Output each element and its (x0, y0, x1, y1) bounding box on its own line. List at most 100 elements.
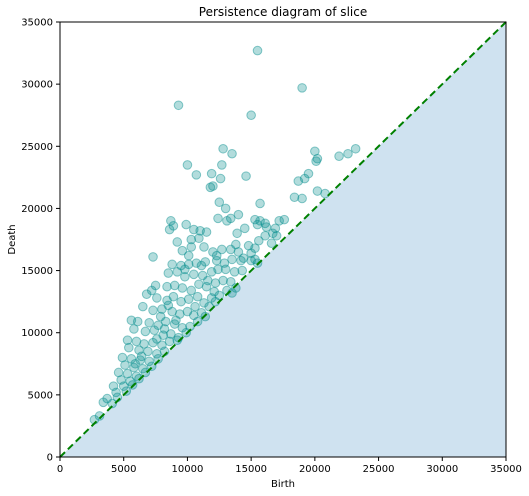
data-point-180 (238, 253, 249, 263)
data-point-192 (231, 239, 241, 250)
data-point-87 (229, 267, 240, 277)
data-point-69 (176, 260, 186, 271)
data-point-45 (201, 227, 212, 237)
data-point-116 (167, 306, 177, 317)
data-point-150 (152, 349, 162, 359)
data-point-168 (108, 381, 119, 391)
y-axis-ticks: 0 5000 10000 15000 20000 25000 30000 35000 (21, 18, 60, 464)
data-point-66 (246, 248, 256, 258)
chart-title: Persistence diagram of slice (199, 5, 367, 19)
data-point-189 (152, 334, 162, 344)
data-point-89 (150, 280, 161, 291)
data-point-184 (203, 275, 213, 286)
data-point-105 (176, 296, 186, 307)
data-point-49 (232, 228, 242, 239)
data-point-56 (177, 245, 188, 256)
data-point-197 (155, 311, 166, 322)
x-tick-label: 10000 (172, 464, 204, 475)
data-point-140 (122, 335, 133, 345)
data-point-137 (166, 329, 176, 339)
data-point-70 (183, 259, 194, 270)
data-point-126 (153, 320, 163, 331)
y-tick-label: 15000 (21, 266, 53, 277)
data-point-171 (111, 387, 121, 398)
data-point-85 (213, 264, 223, 275)
data-point-119 (189, 310, 199, 321)
data-point-104 (168, 291, 179, 302)
data-point-193 (250, 254, 260, 265)
data-point-47 (172, 237, 183, 247)
data-point-26 (220, 203, 231, 214)
data-point-155 (144, 356, 154, 367)
data-point-44 (195, 226, 205, 236)
data-point-136 (158, 330, 169, 341)
data-point-157 (120, 360, 130, 370)
data-point-63 (243, 240, 254, 251)
data-point-2 (173, 100, 184, 111)
data-point-178 (94, 411, 105, 421)
y-tick-label: 30000 (21, 80, 53, 91)
data-point-185 (209, 286, 219, 297)
data-point-179 (211, 250, 222, 261)
data-point-99 (225, 276, 236, 287)
data-point-67 (266, 238, 277, 249)
data-point-32 (225, 213, 236, 224)
data-point-141 (131, 336, 142, 347)
data-point-76 (236, 255, 246, 266)
data-point-5 (227, 148, 237, 159)
data-point-95 (194, 279, 204, 290)
data-point-145 (164, 336, 175, 347)
data-point-59 (208, 247, 218, 257)
data-point-97 (210, 278, 221, 288)
data-point-9 (182, 160, 193, 170)
data-point-8 (343, 148, 353, 159)
diagonal-line (59, 21, 507, 458)
data-point-108 (199, 298, 209, 308)
data-point-194 (270, 223, 281, 234)
data-point-19 (303, 168, 314, 179)
data-point-144 (157, 340, 167, 350)
data-point-17 (241, 171, 251, 181)
data-point-81 (180, 271, 190, 282)
data-point-158 (129, 362, 139, 373)
data-point-109 (206, 293, 217, 303)
data-point-142 (139, 339, 149, 349)
data-point-146 (172, 335, 183, 345)
data-point-90 (146, 285, 157, 296)
data-point-129 (177, 322, 188, 333)
data-point-173 (102, 393, 112, 404)
data-point-117 (174, 309, 185, 319)
data-point-127 (160, 316, 171, 327)
data-point-186 (190, 301, 200, 312)
data-point-41 (168, 221, 179, 231)
data-point-36 (260, 218, 270, 229)
data-point-182 (186, 242, 197, 252)
data-point-42 (181, 219, 191, 230)
data-point-16 (215, 173, 226, 184)
y-tick-label: 20000 (21, 204, 53, 215)
data-point-124 (132, 316, 143, 327)
data-point-110 (214, 290, 225, 301)
data-point-15 (206, 168, 217, 179)
data-point-27 (255, 198, 265, 209)
data-point-55 (148, 252, 158, 262)
data-point-77 (246, 255, 256, 266)
data-point-135 (149, 325, 160, 336)
data-point-96 (201, 281, 212, 292)
data-point-10 (217, 160, 227, 170)
x-axis-ticks: 0 5000 10000 15000 20000 25000 30000 35000 (57, 457, 522, 475)
data-point-33 (233, 209, 244, 220)
data-point-31 (222, 216, 232, 226)
data-point-114 (148, 305, 158, 316)
data-point-21 (205, 182, 216, 193)
data-point-39 (166, 216, 176, 226)
data-point-29 (289, 192, 300, 203)
data-point-75 (227, 254, 237, 265)
data-point-51 (252, 219, 263, 230)
data-point-187 (171, 315, 181, 326)
y-axis-label: Death (7, 224, 18, 254)
data-point-73 (211, 255, 222, 266)
y-tick-label: 10000 (21, 328, 53, 339)
data-point-13 (334, 151, 344, 162)
